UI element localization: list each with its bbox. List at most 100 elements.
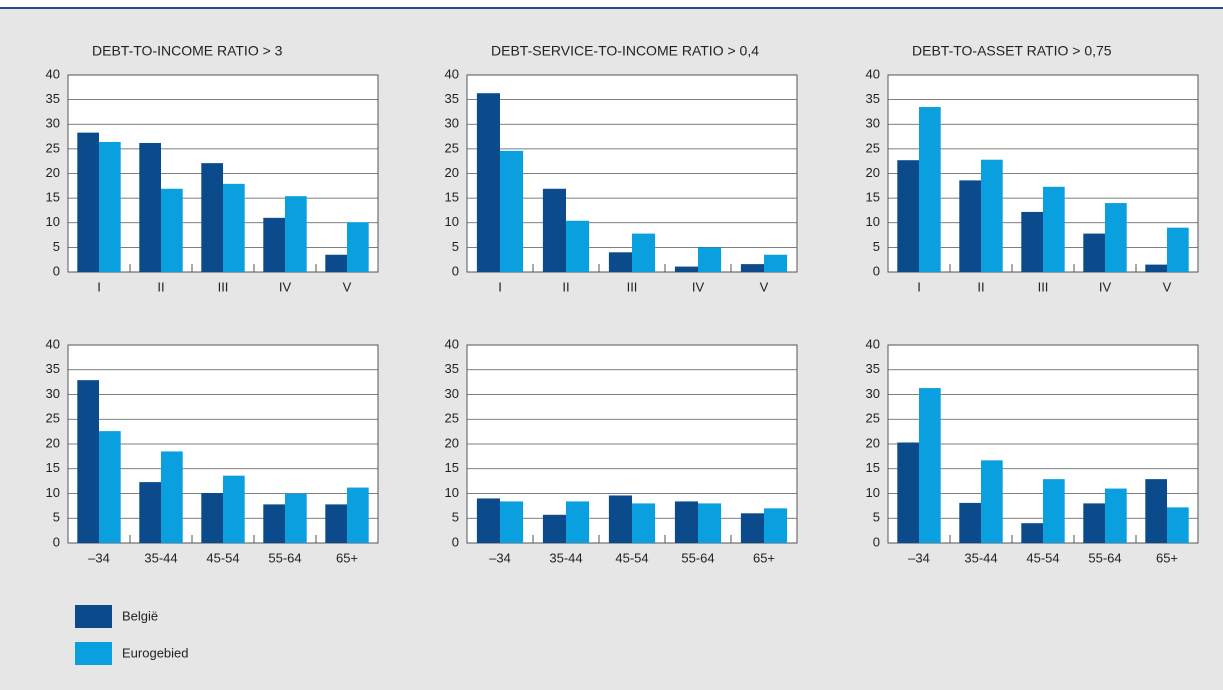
y-tick-label: 30 [866,116,880,131]
bar [632,233,656,272]
bar [263,217,285,272]
y-tick-label: 20 [866,435,880,450]
bar [139,482,161,543]
bar [1145,479,1167,543]
bar [1021,523,1043,543]
x-tick-label: 65+ [753,550,775,565]
x-tick-label: 45-54 [1026,550,1059,565]
y-tick-label: 30 [445,116,459,131]
y-tick-label: 30 [445,386,459,401]
bar [981,159,1003,272]
bar [566,501,590,543]
bar [99,431,121,543]
y-tick-label: 35 [866,91,880,106]
bar [674,266,698,272]
x-tick-label: IV [692,279,705,294]
bar [1105,488,1127,543]
x-tick-label: 35-44 [964,550,997,565]
y-tick-label: 25 [46,411,60,426]
y-tick-label: 15 [46,460,60,475]
x-tick-label: 65+ [336,550,358,565]
bar [1021,211,1043,272]
x-tick-label: –34 [908,550,930,565]
bar [325,254,347,272]
bar [201,493,223,543]
bar [897,442,919,543]
bar [1083,233,1105,272]
y-tick-label: 5 [53,239,60,254]
y-tick-label: 40 [46,66,60,81]
bar [77,132,99,272]
y-tick-label: 5 [873,239,880,254]
bar [740,513,764,543]
x-tick-label: II [562,279,569,294]
bar [77,380,99,543]
y-tick-label: 0 [873,534,880,549]
legend-swatch [75,642,112,665]
legend-label: Eurogebied [122,645,189,660]
bar [500,501,524,543]
y-tick-label: 10 [866,214,880,229]
bar [764,254,788,272]
bar [1145,264,1167,272]
y-tick-label: 20 [866,165,880,180]
x-tick-label: 55-64 [681,550,714,565]
x-tick-label: III [1038,279,1049,294]
y-tick-label: 0 [53,263,60,278]
x-tick-label: V [343,279,352,294]
y-tick-label: 25 [445,411,459,426]
y-tick-label: 0 [53,534,60,549]
y-tick-label: 0 [873,263,880,278]
bar [1167,227,1189,272]
bar [566,220,590,272]
y-tick-label: 40 [46,336,60,351]
x-tick-label: I [97,279,101,294]
bar [1167,507,1189,543]
bar [99,141,121,272]
x-tick-label: II [977,279,984,294]
x-tick-label: V [760,279,769,294]
y-tick-label: 25 [445,140,459,155]
chart-title: DEBT-TO-INCOME RATIO > 3 [92,43,283,59]
x-tick-label: III [627,279,638,294]
bar [608,495,632,543]
y-tick-label: 15 [866,460,880,475]
y-tick-label: 30 [46,116,60,131]
x-tick-label: V [1163,279,1172,294]
y-tick-label: 0 [452,534,459,549]
x-tick-label: –34 [489,550,511,565]
bar [919,388,941,543]
x-tick-label: II [157,279,164,294]
y-tick-label: 10 [445,214,459,229]
x-tick-label: 55-64 [1088,550,1121,565]
bar [161,451,183,543]
y-tick-label: 5 [452,239,459,254]
bar [285,493,307,543]
y-tick-label: 25 [866,411,880,426]
bar [1105,203,1127,272]
bar [919,107,941,272]
x-tick-label: 45-54 [206,550,239,565]
bar [632,503,656,543]
x-tick-label: 55-64 [268,550,301,565]
bar [476,93,500,272]
x-tick-label: 35-44 [144,550,177,565]
y-tick-label: 15 [445,460,459,475]
y-tick-label: 15 [866,190,880,205]
x-tick-label: IV [1099,279,1112,294]
bar [740,264,764,272]
x-tick-label: I [498,279,502,294]
chart-title: DEBT-TO-ASSET RATIO > 0,75 [912,43,1112,59]
y-tick-label: 20 [445,435,459,450]
bar [698,247,722,272]
bar [500,150,524,272]
y-tick-label: 40 [445,66,459,81]
y-tick-label: 30 [866,386,880,401]
bar [1043,186,1065,272]
y-tick-label: 10 [866,485,880,500]
x-tick-label: IV [279,279,292,294]
bar [959,502,981,543]
y-tick-label: 40 [866,336,880,351]
x-tick-label: 45-54 [615,550,648,565]
